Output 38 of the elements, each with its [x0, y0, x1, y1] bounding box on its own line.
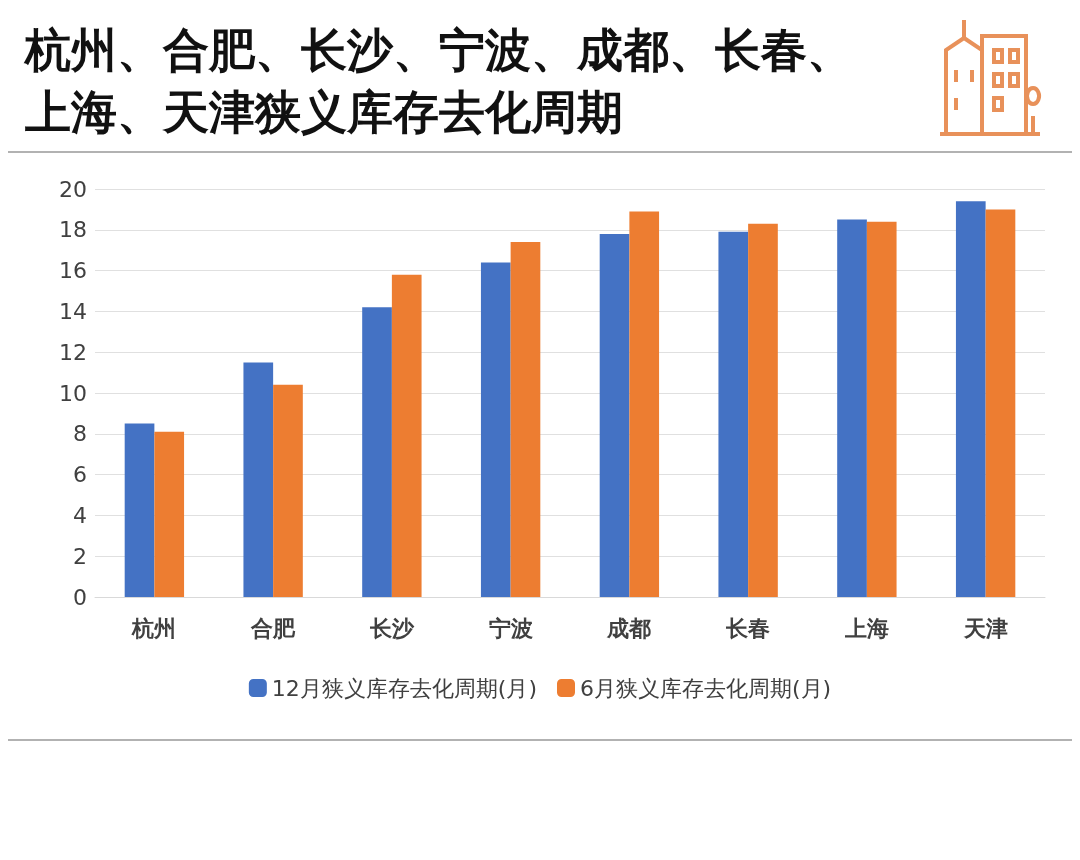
legend-label: 12月狭义库存去化周期(月) — [271, 675, 538, 701]
y-tick-label: 14 — [59, 298, 87, 324]
x-tick-label: 上海 — [843, 615, 889, 641]
y-tick-label: 6 — [73, 462, 87, 488]
y-tick-label: 12 — [59, 339, 87, 365]
bar — [391, 274, 422, 597]
y-tick-label: 20 — [59, 176, 87, 202]
y-tick-label: 18 — [59, 217, 87, 243]
bar — [629, 211, 660, 597]
x-tick-label: 杭州 — [131, 615, 177, 641]
bar — [866, 221, 897, 597]
bar — [599, 233, 630, 597]
y-tick-label: 10 — [59, 380, 87, 406]
bar — [362, 307, 392, 597]
bar — [718, 231, 749, 597]
bar — [273, 384, 303, 597]
x-tick-label: 成都 — [606, 615, 652, 641]
x-tick-label: 天津 — [962, 615, 1008, 641]
x-tick-label: 宁波 — [488, 615, 533, 641]
x-tick-label: 长春 — [725, 615, 771, 641]
bar — [837, 219, 867, 597]
bar — [510, 242, 541, 597]
y-tick-label: 4 — [73, 502, 87, 528]
legend-label: 6月狭义库存去化周期(月) — [580, 675, 832, 701]
y-tick-label: 8 — [73, 421, 87, 447]
y-tick-label: 2 — [73, 543, 87, 569]
chart-title: 杭州、合肥、长沙、宁波、成都、长春、上海、天津狭义库存去化周期 — [23, 23, 853, 139]
x-tick-label: 合肥 — [250, 615, 297, 641]
y-tick-label: 16 — [59, 258, 87, 284]
bar — [480, 262, 511, 597]
bar — [955, 201, 986, 597]
bar — [124, 423, 155, 597]
bar — [985, 209, 1016, 597]
x-tick-label: 长沙 — [368, 615, 415, 641]
bar — [154, 431, 185, 597]
bar — [243, 362, 274, 597]
bar — [748, 223, 778, 597]
y-tick-label: 0 — [73, 584, 87, 610]
